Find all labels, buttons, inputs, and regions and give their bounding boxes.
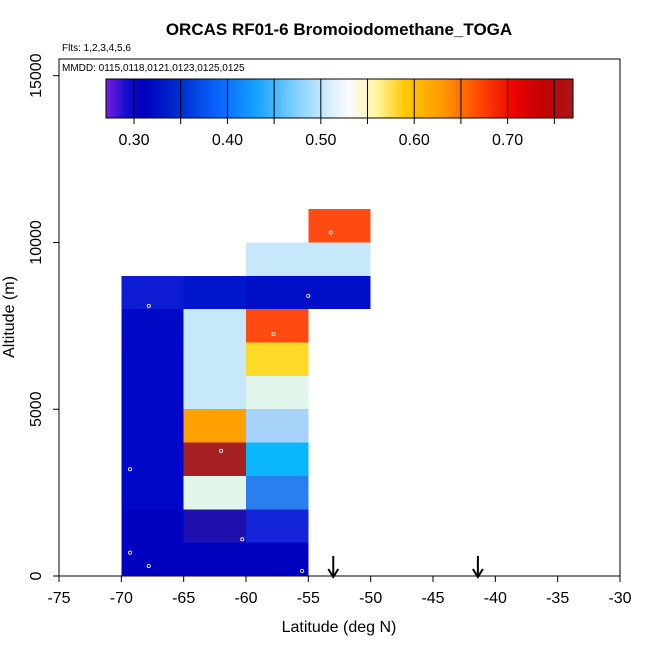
sample-point	[300, 568, 305, 573]
x-tick-label: -65	[172, 590, 195, 607]
y-tick-label: 10000	[28, 220, 45, 265]
heatmap-cell	[308, 275, 371, 310]
heatmap-cell	[121, 509, 184, 543]
heatmap-cell	[121, 375, 184, 410]
heatmap-cell	[183, 309, 246, 343]
heatmap-cell	[246, 309, 309, 343]
sample-point	[328, 230, 333, 235]
heatmap-cell	[183, 542, 246, 576]
heatmap-cell	[246, 475, 309, 510]
x-tick-label: -70	[110, 590, 133, 607]
colorbar-gradient	[105, 78, 574, 119]
heatmap-cell	[246, 242, 309, 276]
heatmap-cell	[246, 375, 309, 410]
sample-point	[271, 332, 276, 337]
heatmap-cell	[121, 275, 184, 310]
heatmap-cell	[246, 509, 309, 543]
colorbar-tick-label: 0.50	[305, 132, 336, 149]
sample-point	[146, 563, 151, 568]
x-tick-label: -45	[421, 590, 444, 607]
colorbar: 0.30 0.40 0.50 0.60 0.70	[105, 78, 574, 149]
heatmap-cell	[246, 275, 309, 310]
heatmap-cell	[183, 442, 246, 476]
heatmap-cell	[183, 509, 246, 543]
heatmap-cell	[121, 409, 184, 443]
y-axis-title: Altitude (m)	[1, 276, 18, 358]
flight-arrow-head	[327, 568, 340, 579]
x-axis-title: Latitude (deg N)	[282, 619, 397, 636]
colorbar-tick-label: 0.70	[492, 132, 523, 149]
heatmap-cell	[121, 309, 184, 343]
heatmap-cell	[246, 409, 309, 443]
x-tick-label: -50	[359, 590, 382, 607]
sample-points-layer	[128, 230, 333, 573]
flight-arrow-head	[472, 568, 484, 579]
sample-point	[146, 303, 151, 308]
sample-point	[128, 467, 133, 472]
heatmap-cell	[183, 275, 246, 310]
heatmap-cell	[121, 542, 184, 576]
flight-arrow	[472, 556, 484, 579]
x-tick-label: -75	[47, 590, 70, 607]
chart-title: ORCAS RF01-6 Bromoiodomethane_TOGA	[166, 20, 512, 39]
x-axis: -75 -70 -65 -60 -55 -50 -45 -40 -35 -30	[47, 576, 632, 607]
x-tick-label: -60	[234, 590, 257, 607]
heatmap-cell	[183, 342, 246, 376]
plot-frame	[58, 58, 621, 577]
cells-layer	[121, 209, 371, 576]
colorbar-tick-label: 0.30	[118, 132, 149, 149]
heatmap-cell	[183, 475, 246, 510]
colorbar-labels: 0.30 0.40 0.50 0.60 0.70	[118, 132, 523, 149]
heatmap-cell	[121, 475, 184, 510]
x-tick-label: -30	[608, 590, 631, 607]
flights-note: Flts: 1,2,3,4,5,6	[62, 43, 131, 54]
colorbar-boundaries	[133, 79, 555, 124]
colorbar-tick-label: 0.40	[212, 132, 243, 149]
heatmap-cell	[183, 409, 246, 443]
sample-point	[240, 537, 245, 542]
flight-arrow	[327, 556, 340, 579]
x-tick-label: -55	[297, 590, 320, 607]
x-tick-label: -40	[484, 590, 507, 607]
sample-point	[306, 293, 311, 298]
heatmap-cell	[308, 209, 371, 243]
arrows-layer	[327, 556, 484, 579]
sample-point	[128, 550, 133, 555]
colorbar-tick-label: 0.60	[399, 132, 430, 149]
heatmap-cell	[308, 242, 371, 276]
heatmap-cell	[121, 342, 184, 376]
heatmap-cell	[246, 442, 309, 476]
y-tick-label: 5000	[28, 391, 45, 427]
y-tick-label: 15000	[28, 53, 45, 98]
x-tick-label: -35	[546, 590, 569, 607]
sample-point	[219, 448, 224, 453]
heatmap-cell	[246, 542, 309, 576]
dates-note: MMDD: 0115,0118,0121,0123,0125,0125	[62, 63, 245, 74]
heatmap-cell	[246, 342, 309, 376]
y-axis: 0 5000 10000 15000	[28, 53, 59, 580]
y-tick-label: 0	[28, 571, 45, 580]
heatmap-cell	[183, 375, 246, 410]
